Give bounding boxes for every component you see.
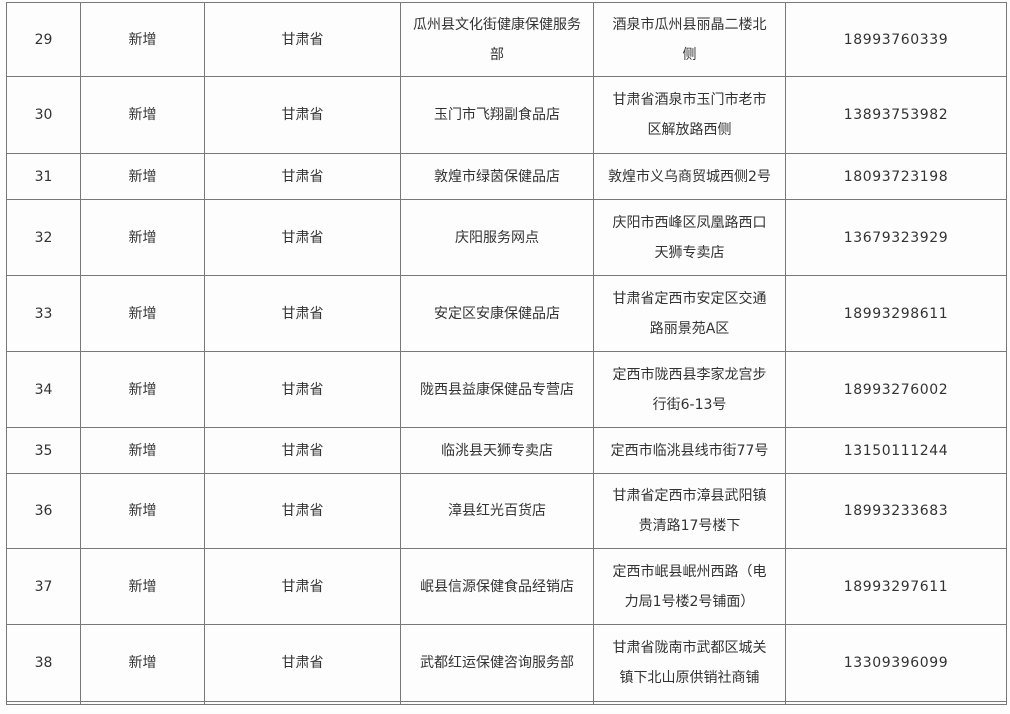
- cell-store-name: 陇西县益康保健品专营店: [400, 351, 594, 428]
- cell-row-number: 38: [6, 624, 81, 702]
- cell-store-name: 安定区安康保健品店: [400, 275, 594, 352]
- cell-status: 新增: [80, 199, 205, 276]
- cell-province: 甘肃省: [204, 275, 401, 352]
- table-row: 33 新增 甘肃省 安定区安康保健品店 甘肃省定西市安定区交通路丽景苑A区 18…: [6, 275, 1007, 352]
- cell-partial: [204, 701, 401, 705]
- cell-address: 庆阳市西峰区凤凰路西口天狮专卖店: [593, 199, 786, 276]
- cell-province: 甘肃省: [204, 199, 401, 276]
- cell-status: 新增: [80, 153, 205, 200]
- cell-province: 甘肃省: [204, 76, 401, 154]
- cell-partial: [6, 701, 81, 705]
- cell-status: 新增: [80, 473, 205, 549]
- cell-row-number: 35: [6, 427, 81, 474]
- cell-phone: 13893753982: [785, 76, 1007, 154]
- cell-address: 酒泉市瓜州县丽晶二楼北侧: [593, 2, 786, 77]
- cell-address: 甘肃省定西市安定区交通路丽景苑A区: [593, 275, 786, 352]
- cell-phone: 18993298611: [785, 275, 1007, 352]
- cell-address: 定西市岷县岷州西路（电力局1号楼2号铺面）: [593, 548, 786, 625]
- cell-status: 新增: [80, 2, 205, 77]
- table-row: 37 新增 甘肃省 岷县信源保健食品经销店 定西市岷县岷州西路（电力局1号楼2号…: [6, 548, 1007, 625]
- table-row: 35 新增 甘肃省 临洮县天狮专卖店 定西市临洮县线市街77号 13150111…: [6, 427, 1007, 474]
- cell-phone: 18993233683: [785, 473, 1007, 549]
- cell-row-number: 30: [6, 76, 81, 154]
- table-row: 34 新增 甘肃省 陇西县益康保健品专营店 定西市陇西县李家龙宫步行街6-13号…: [6, 351, 1007, 428]
- cell-status: 新增: [80, 275, 205, 352]
- table-row: 29 新增 甘肃省 瓜州县文化街健康保健服务部 酒泉市瓜州县丽晶二楼北侧 189…: [6, 2, 1007, 77]
- cell-phone: 18993276002: [785, 351, 1007, 428]
- outlet-table: 29 新增 甘肃省 瓜州县文化街健康保健服务部 酒泉市瓜州县丽晶二楼北侧 189…: [6, 2, 1007, 705]
- cell-address: 定西市陇西县李家龙宫步行街6-13号: [593, 351, 786, 428]
- cell-phone: 18993297611: [785, 548, 1007, 625]
- cell-partial: [80, 701, 205, 705]
- table-row: 32 新增 甘肃省 庆阳服务网点 庆阳市西峰区凤凰路西口天狮专卖店 136793…: [6, 199, 1007, 276]
- cell-status: 新增: [80, 548, 205, 625]
- cell-address: 定西市临洮县线市街77号: [593, 427, 786, 474]
- cell-phone: 18093723198: [785, 153, 1007, 200]
- cell-phone: 13150111244: [785, 427, 1007, 474]
- cell-store-name: 临洮县天狮专卖店: [400, 427, 594, 474]
- table-row: 38 新增 甘肃省 武都红运保健咨询服务部 甘肃省陇南市武都区城关镇下北山原供销…: [6, 624, 1007, 702]
- cell-partial: [785, 701, 1007, 705]
- cell-store-name: 漳县红光百货店: [400, 473, 594, 549]
- cell-address: 敦煌市义乌商贸城西侧2号: [593, 153, 786, 200]
- cell-row-number: 32: [6, 199, 81, 276]
- cell-phone: 13679323929: [785, 199, 1007, 276]
- cell-province: 甘肃省: [204, 427, 401, 474]
- cell-phone: 18993760339: [785, 2, 1007, 77]
- cell-row-number: 33: [6, 275, 81, 352]
- cell-phone: 13309396099: [785, 624, 1007, 702]
- table-row: 30 新增 甘肃省 玉门市飞翔副食品店 甘肃省酒泉市玉门市老市区解放路西侧 13…: [6, 76, 1007, 154]
- cell-store-name: 玉门市飞翔副食品店: [400, 76, 594, 154]
- cell-address: 甘肃省定西市漳县武阳镇贵清路17号楼下: [593, 473, 786, 549]
- cell-row-number: 34: [6, 351, 81, 428]
- cell-row-number: 31: [6, 153, 81, 200]
- cell-row-number: 36: [6, 473, 81, 549]
- cell-province: 甘肃省: [204, 351, 401, 428]
- cell-partial: [593, 701, 786, 705]
- cell-store-name: 武都红运保健咨询服务部: [400, 624, 594, 702]
- cell-store-name: 庆阳服务网点: [400, 199, 594, 276]
- cell-province: 甘肃省: [204, 473, 401, 549]
- cell-row-number: 29: [6, 2, 81, 77]
- cell-partial: [400, 701, 594, 705]
- cell-province: 甘肃省: [204, 548, 401, 625]
- table-row: 36 新增 甘肃省 漳县红光百货店 甘肃省定西市漳县武阳镇贵清路17号楼下 18…: [6, 473, 1007, 549]
- cell-store-name: 敦煌市绿茵保健品店: [400, 153, 594, 200]
- cell-status: 新增: [80, 624, 205, 702]
- cell-status: 新增: [80, 76, 205, 154]
- cell-status: 新增: [80, 427, 205, 474]
- cell-status: 新增: [80, 351, 205, 428]
- table-row: 31 新增 甘肃省 敦煌市绿茵保健品店 敦煌市义乌商贸城西侧2号 1809372…: [6, 153, 1007, 200]
- cell-address: 甘肃省酒泉市玉门市老市区解放路西侧: [593, 76, 786, 154]
- cell-store-name: 瓜州县文化街健康保健服务部: [400, 2, 594, 77]
- table-row-partial: [6, 701, 1007, 705]
- cell-row-number: 37: [6, 548, 81, 625]
- cell-address: 甘肃省陇南市武都区城关镇下北山原供销社商铺: [593, 624, 786, 702]
- cell-store-name: 岷县信源保健食品经销店: [400, 548, 594, 625]
- cell-province: 甘肃省: [204, 624, 401, 702]
- cell-province: 甘肃省: [204, 2, 401, 77]
- cell-province: 甘肃省: [204, 153, 401, 200]
